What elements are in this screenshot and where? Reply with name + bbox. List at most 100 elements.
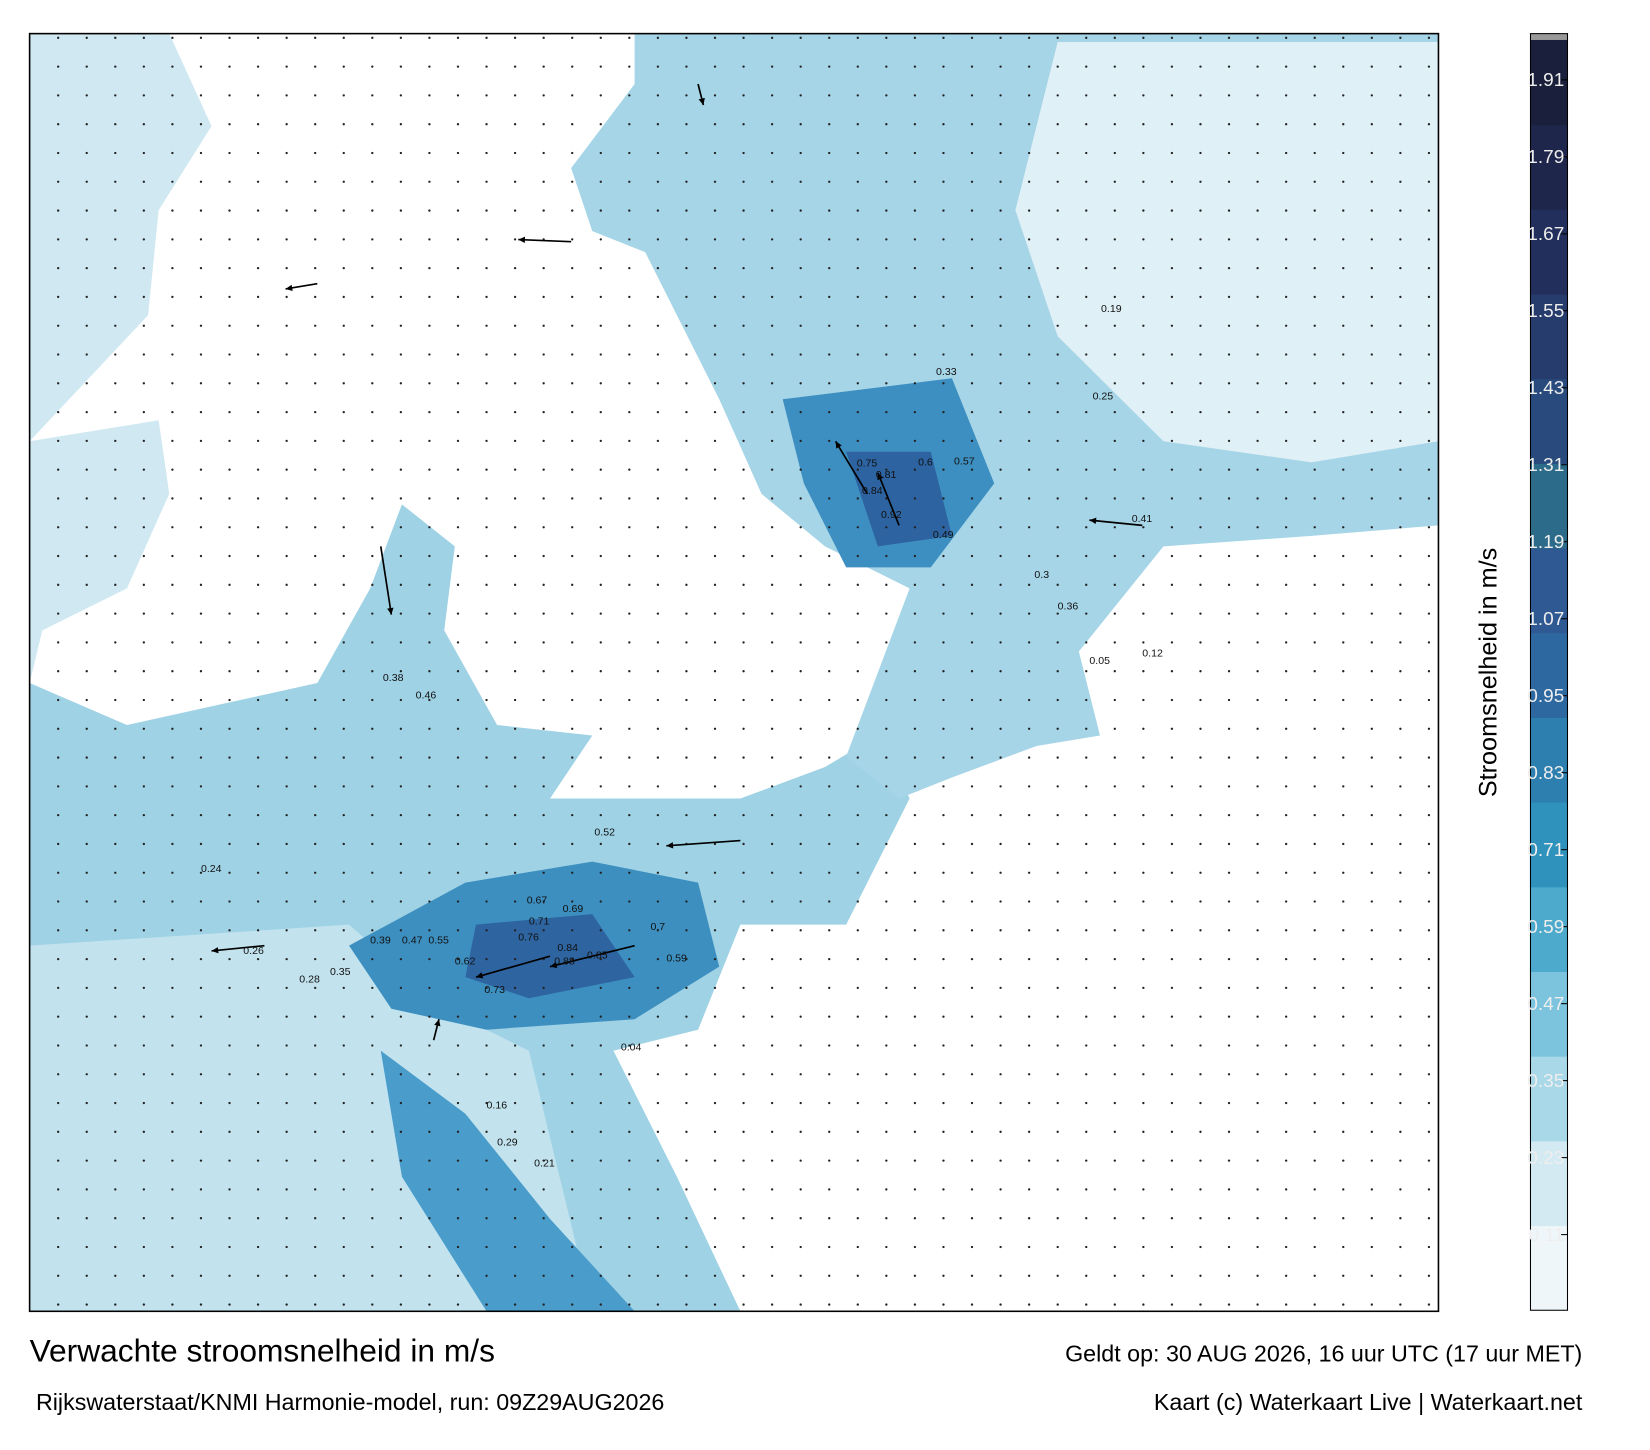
grid-dot (999, 324, 1002, 327)
grid-dot (171, 842, 174, 846)
grid-dot (742, 554, 745, 558)
grid-dot (656, 1130, 660, 1133)
grid-dot (542, 295, 545, 299)
grid-dot (1113, 554, 1116, 558)
current-arrow (834, 440, 869, 495)
grid-dot (942, 1073, 945, 1076)
grid-dot (1085, 180, 1088, 183)
grid-dot (1284, 986, 1288, 990)
grid-dot (1199, 641, 1202, 644)
grid-dot (171, 871, 174, 874)
grid-dot (199, 353, 203, 356)
grid-dot (599, 756, 602, 759)
grid-dot (1342, 65, 1345, 68)
grid-dot (1284, 468, 1288, 471)
grid-dot (228, 1217, 231, 1220)
grid-dot (628, 1217, 631, 1220)
grid-dot (542, 1217, 545, 1220)
grid-dot (1313, 641, 1316, 644)
grid-dot (1370, 929, 1373, 932)
speed-label: 0.19 (1101, 303, 1122, 315)
grid-dot (142, 266, 146, 270)
grid-dot (913, 266, 917, 270)
grid-dot (285, 266, 288, 270)
grid-dot (856, 353, 859, 356)
grid-dot (742, 238, 745, 241)
grid-dot (656, 670, 660, 673)
grid-dot (1399, 986, 1402, 990)
grid-dot (171, 756, 174, 759)
grid-dot (571, 94, 574, 97)
grid-dot (85, 612, 88, 615)
grid-dot (885, 180, 888, 183)
grid-dot (970, 900, 974, 903)
grid-dot (571, 957, 574, 961)
grid-dot (1056, 151, 1059, 155)
grid-dot (571, 583, 574, 586)
grid-dot (371, 957, 374, 961)
grid-dot (713, 353, 717, 356)
grid-dot (685, 410, 688, 414)
grid-dot (1284, 583, 1288, 586)
grid-dot (1284, 813, 1288, 817)
colorbar-band (1530, 632, 1568, 718)
grid-dot (742, 727, 745, 730)
current-arrow (549, 944, 635, 968)
grid-dot (57, 382, 60, 385)
grid-dot (485, 641, 488, 644)
grid-dot (342, 410, 345, 414)
grid-dot (742, 353, 745, 356)
grid-dot (85, 238, 88, 241)
grid-dot (428, 65, 431, 68)
grid-dot (1370, 871, 1373, 874)
grid-dot (970, 670, 974, 673)
grid-dot (285, 1188, 288, 1191)
grid-dot (1256, 1015, 1259, 1018)
grid-dot (171, 641, 174, 644)
grid-dot (199, 1217, 203, 1220)
grid-dot (485, 785, 488, 788)
grid-dot (342, 554, 345, 558)
grid-dot (885, 813, 888, 817)
grid-dot (513, 1245, 517, 1249)
grid-dot (228, 36, 231, 39)
grid-dot (199, 266, 203, 270)
grid-dot (685, 813, 688, 817)
grid-dot (742, 1130, 745, 1133)
grid-dot (742, 612, 745, 615)
grid-dot (1027, 238, 1031, 241)
grid-dot (970, 813, 974, 817)
grid-dot (428, 900, 431, 903)
grid-dot (856, 900, 859, 903)
grid-dot (513, 727, 517, 730)
grid-dot (1284, 1101, 1288, 1105)
grid-dot (628, 986, 631, 990)
grid-dot (1199, 1188, 1202, 1191)
grid-dot (114, 1044, 117, 1047)
grid-dot (1342, 1015, 1345, 1018)
grid-dot (542, 698, 545, 702)
grid-dot (1056, 324, 1059, 327)
grid-dots (57, 36, 1431, 1306)
grid-dot (199, 1303, 203, 1306)
grid-dot (1027, 439, 1031, 443)
grid-dot (1342, 727, 1345, 730)
grid-dot (1370, 842, 1373, 846)
grid-dot (913, 842, 917, 846)
grid-dot (713, 871, 717, 874)
grid-dot (1085, 785, 1088, 788)
grid-dot (57, 612, 60, 615)
grid-dot (1427, 1101, 1431, 1105)
grid-dot (1370, 123, 1373, 126)
grid-dot (1056, 583, 1059, 586)
grid-dot (970, 842, 974, 846)
grid-dot (428, 1044, 431, 1047)
grid-dot (1056, 238, 1059, 241)
grid-dot (685, 641, 688, 644)
grid-dot (399, 410, 403, 414)
grid-dot (885, 554, 888, 558)
grid-dot (970, 1159, 974, 1162)
grid-dot (199, 583, 203, 586)
grid-dot (799, 986, 802, 990)
grid-dot (1027, 727, 1031, 730)
